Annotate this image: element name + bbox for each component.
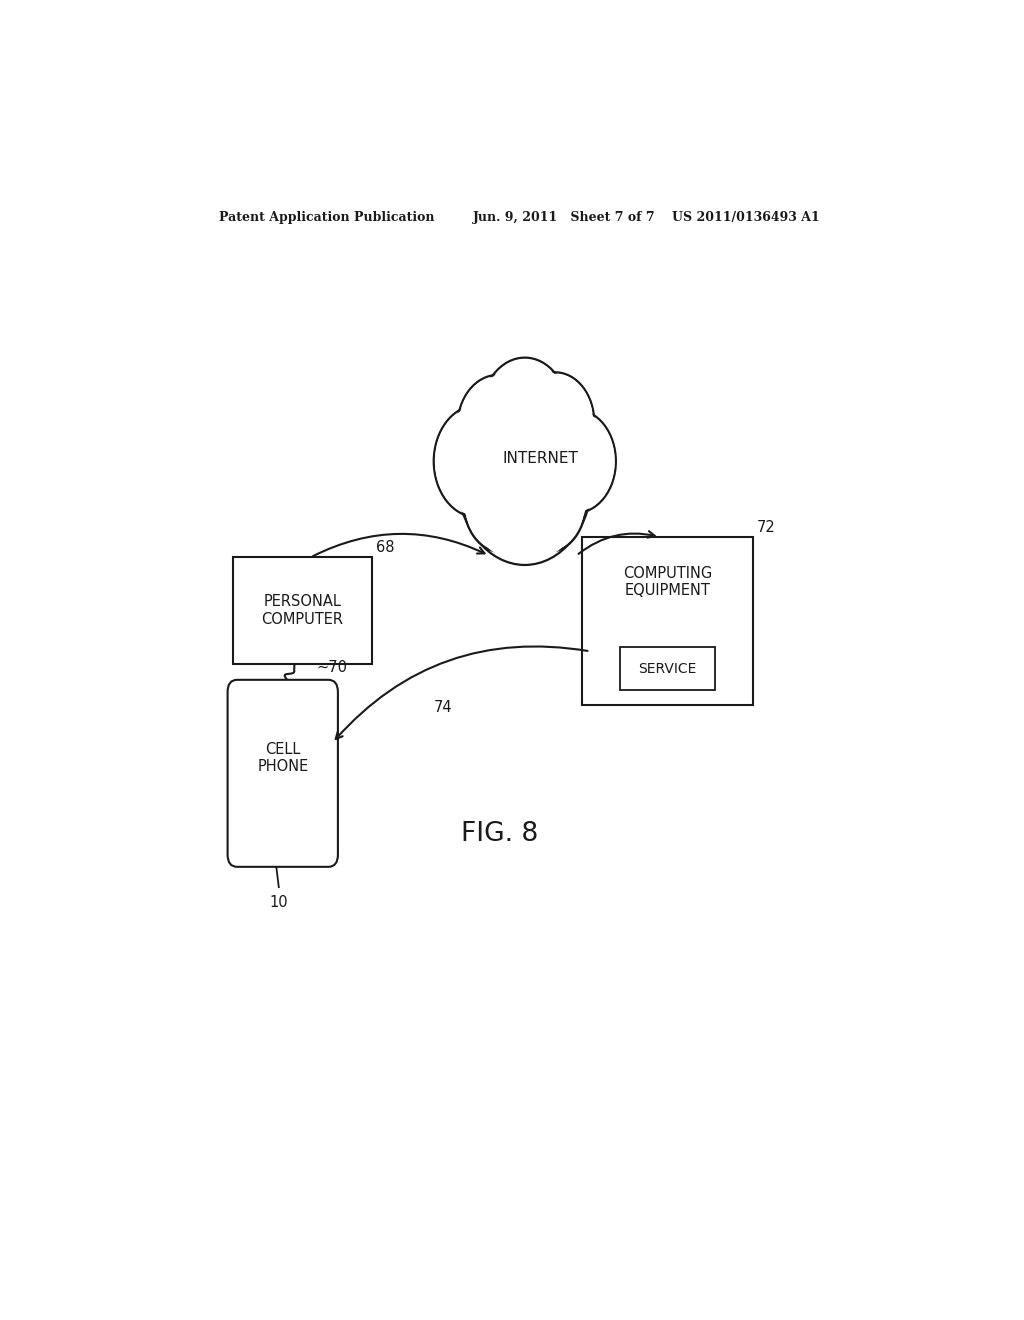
Text: Patent Application Publication: Patent Application Publication: [219, 211, 435, 224]
Bar: [621, 647, 716, 690]
Text: FIG. 8: FIG. 8: [461, 821, 539, 847]
Text: INTERNET: INTERNET: [503, 450, 579, 466]
Circle shape: [517, 374, 593, 471]
Circle shape: [481, 358, 568, 470]
Circle shape: [465, 458, 538, 550]
Circle shape: [459, 376, 537, 477]
Text: US 2011/0136493 A1: US 2011/0136493 A1: [672, 211, 819, 224]
Circle shape: [482, 359, 567, 469]
Circle shape: [511, 457, 586, 552]
Text: CELL
PHONE: CELL PHONE: [257, 742, 308, 775]
Text: 10: 10: [269, 895, 288, 911]
Bar: [233, 557, 372, 664]
Circle shape: [434, 405, 521, 517]
Circle shape: [516, 372, 594, 473]
Text: ~70: ~70: [316, 660, 347, 676]
Circle shape: [458, 375, 539, 479]
Circle shape: [535, 409, 615, 513]
Text: COMPUTING
EQUIPMENT: COMPUTING EQUIPMENT: [623, 566, 713, 598]
Circle shape: [435, 407, 520, 516]
Text: PERSONAL
COMPUTER: PERSONAL COMPUTER: [261, 594, 344, 627]
Circle shape: [460, 395, 590, 562]
Circle shape: [512, 458, 585, 550]
FancyBboxPatch shape: [227, 680, 338, 867]
Text: 74: 74: [433, 700, 453, 714]
Circle shape: [464, 457, 539, 552]
Text: SERVICE: SERVICE: [638, 661, 697, 676]
Circle shape: [537, 411, 614, 512]
Circle shape: [458, 392, 592, 565]
Text: Jun. 9, 2011   Sheet 7 of 7: Jun. 9, 2011 Sheet 7 of 7: [473, 211, 655, 224]
Bar: [583, 537, 753, 705]
Text: 72: 72: [757, 520, 775, 535]
Text: 68: 68: [376, 540, 394, 556]
